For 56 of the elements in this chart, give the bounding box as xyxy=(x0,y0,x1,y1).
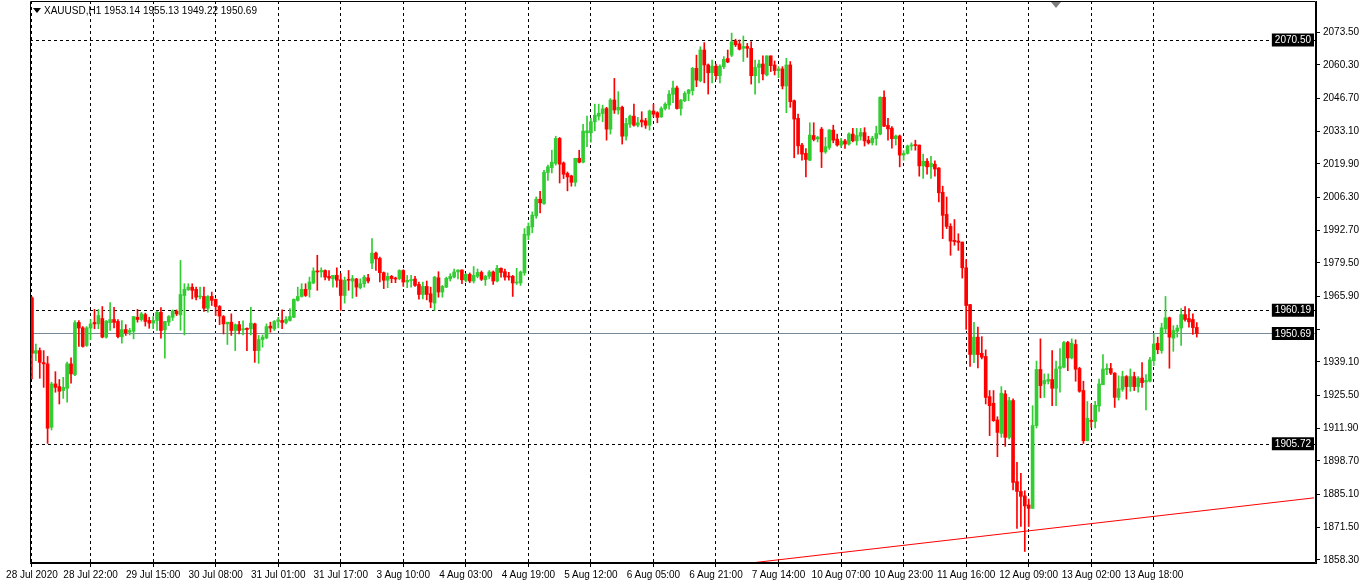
y-tick-label: 1911.90 xyxy=(1323,422,1359,434)
candlestick xyxy=(538,191,542,214)
y-tick-label: 1871.50 xyxy=(1323,521,1360,533)
ref-line-label: 1960.19 xyxy=(1274,304,1312,316)
y-tick-label: 2060.30 xyxy=(1323,58,1360,70)
candlestick xyxy=(241,320,245,336)
x-tick-label: 28 Jul 22:00 xyxy=(63,568,119,580)
candlestick xyxy=(34,343,38,361)
x-tick-label: 4 Aug 19:00 xyxy=(501,568,556,580)
x-tick-label: 7 Aug 14:00 xyxy=(751,568,806,580)
y-tick-label: 2033.10 xyxy=(1323,125,1360,137)
candlestick xyxy=(811,122,816,142)
candlestick xyxy=(409,275,413,288)
candlestick xyxy=(1140,362,1144,388)
candlestick xyxy=(319,267,324,278)
y-tick-label: 1885.10 xyxy=(1323,487,1360,499)
candlestick xyxy=(616,91,621,115)
x-tick-label: 31 Jul 01:00 xyxy=(250,568,306,580)
x-tick-label: 30 Jul 08:00 xyxy=(188,568,244,580)
candlestick xyxy=(280,309,284,330)
y-tick-label: 1898.70 xyxy=(1323,454,1360,466)
x-tick-label: 6 Aug 05:00 xyxy=(626,568,681,580)
y-tick-label: 2019.90 xyxy=(1323,157,1360,169)
x-tick-label: 29 Jul 15:00 xyxy=(125,568,181,580)
x-tick-label: 31 Jul 17:00 xyxy=(313,568,369,580)
candlestick xyxy=(921,153,925,179)
y-tick-label: 1992.70 xyxy=(1323,224,1360,236)
x-tick-label: 4 Aug 03:00 xyxy=(439,568,493,580)
y-tick-label: 2046.70 xyxy=(1323,92,1360,104)
x-tick-label: 11 Aug 16:00 xyxy=(937,568,996,580)
x-tick-label: 13 Aug 18:00 xyxy=(1124,568,1184,580)
candlestick xyxy=(147,316,152,329)
y-tick-label: 1925.50 xyxy=(1323,388,1360,400)
candlestick xyxy=(929,155,933,179)
candlestick xyxy=(249,306,253,336)
candlestick xyxy=(77,320,81,347)
x-tick-label: 28 Jul 2020 xyxy=(6,568,59,580)
candlestick xyxy=(1050,350,1054,407)
x-tick-label: 3 Aug 10:00 xyxy=(376,568,431,580)
x-tick-label: 13 Aug 02:00 xyxy=(1061,568,1122,580)
y-tick-label: 1979.50 xyxy=(1323,256,1360,268)
y-tick-label: 2006.30 xyxy=(1323,190,1360,202)
y-tick-label: 1965.90 xyxy=(1323,289,1360,301)
y-tick-label: 2073.50 xyxy=(1323,26,1360,38)
x-tick-label: 10 Aug 23:00 xyxy=(874,568,934,580)
candlestick xyxy=(245,327,249,351)
chart-title: XAUUSD,H1 1953.14 1955.13 1949.22 1950.69 xyxy=(44,4,258,16)
x-tick-label: 12 Aug 09:00 xyxy=(999,568,1059,580)
x-tick-label: 10 Aug 07:00 xyxy=(811,568,871,580)
ref-line-label: 2070.50 xyxy=(1274,34,1312,46)
ref-line-label: 1905.72 xyxy=(1274,437,1312,449)
x-tick-label: 5 Aug 12:00 xyxy=(564,568,619,580)
ref-line-label: 1950.69 xyxy=(1274,327,1312,339)
x-tick-label: 6 Aug 21:00 xyxy=(689,568,744,580)
y-tick-label: 1939.10 xyxy=(1323,355,1360,367)
y-tick-label: 1858.30 xyxy=(1323,553,1360,565)
